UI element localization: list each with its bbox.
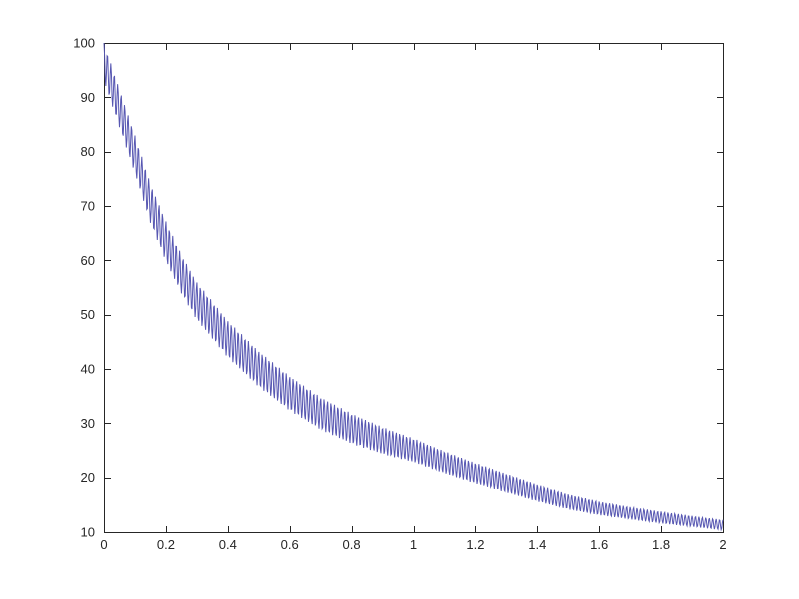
x-tick-label: 1.6 <box>590 537 608 552</box>
x-tick-label: 0.2 <box>157 537 175 552</box>
plot-box <box>104 43 724 533</box>
x-tick-label: 0.6 <box>281 537 299 552</box>
y-tick-label: 30 <box>81 416 95 431</box>
x-tick-label: 1.4 <box>528 537 546 552</box>
y-tick-label: 50 <box>81 307 95 322</box>
y-tick-label: 10 <box>81 525 95 540</box>
x-tick-label: 0 <box>100 537 107 552</box>
y-tick-label: 20 <box>81 470 95 485</box>
x-tick-label: 1 <box>410 537 417 552</box>
y-tick-label: 60 <box>81 253 95 268</box>
x-tick-label: 0.8 <box>343 537 361 552</box>
y-tick-label: 40 <box>81 362 95 377</box>
x-tick-label: 2 <box>719 537 726 552</box>
y-tick-label: 100 <box>73 36 95 51</box>
y-tick-label: 70 <box>81 199 95 214</box>
x-tick-label: 1.8 <box>652 537 670 552</box>
x-tick-label: 0.4 <box>219 537 237 552</box>
y-tick-label: 80 <box>81 144 95 159</box>
data-series-line <box>103 42 724 532</box>
x-tick-label: 1.2 <box>466 537 484 552</box>
y-tick-label: 90 <box>81 90 95 105</box>
